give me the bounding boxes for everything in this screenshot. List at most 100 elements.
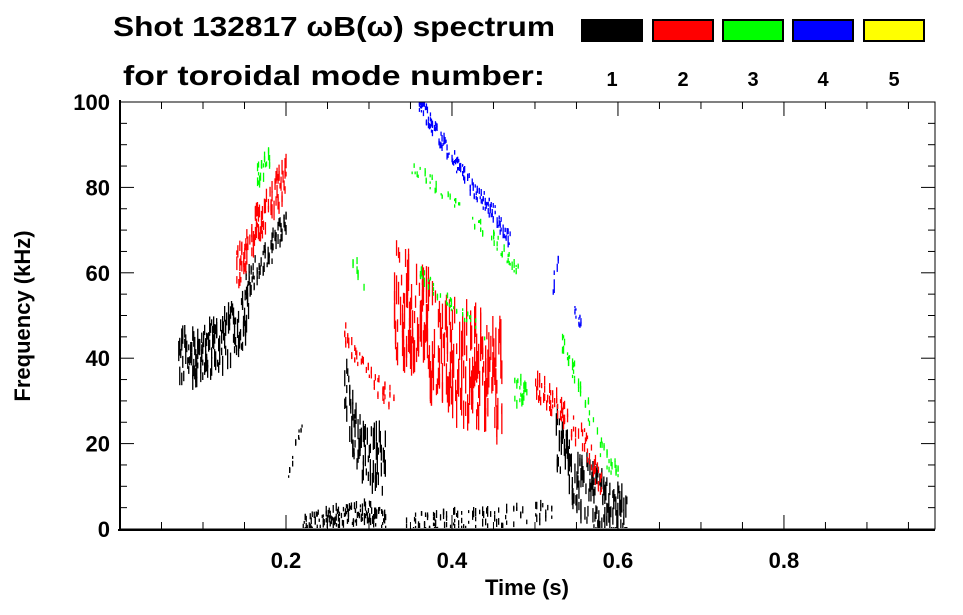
- spectral-mark: [245, 274, 247, 281]
- spectral-mark: [376, 514, 378, 519]
- spectral-mark: [355, 402, 357, 424]
- spectral-mark: [185, 342, 187, 350]
- spectral-mark: [444, 137, 446, 144]
- spectral-mark: [555, 413, 557, 436]
- spectral-mark: [562, 402, 565, 410]
- spectral-mark: [435, 384, 438, 396]
- spectral-mark: [335, 502, 337, 511]
- spectral-mark: [378, 507, 380, 513]
- spectral-mark: [364, 424, 366, 440]
- spectral-mark: [241, 260, 243, 272]
- spectral-mark: [467, 311, 469, 316]
- spectral-mark: [259, 265, 261, 275]
- spectral-mark: [232, 307, 235, 325]
- spectral-mark: [245, 238, 247, 251]
- spectral-mark: [412, 527, 415, 528]
- spectral-mark: [370, 366, 372, 374]
- spectral-mark: [214, 324, 216, 344]
- spectral-mark: [621, 500, 623, 513]
- spectral-mark: [316, 527, 318, 528]
- spectral-mark: [360, 358, 362, 365]
- spectral-mark: [220, 319, 222, 332]
- spectral-mark: [459, 163, 461, 166]
- spectral-mark: [579, 385, 582, 394]
- spectral-mark: [568, 474, 570, 495]
- spectral-mark: [408, 301, 411, 326]
- spectral-mark: [351, 353, 353, 359]
- spectral-mark: [439, 293, 442, 298]
- spectral-mark: [478, 220, 480, 223]
- spectral-mark: [457, 510, 459, 518]
- spectral-mark: [357, 419, 359, 440]
- spectral-mark: [484, 336, 486, 341]
- spectral-mark: [182, 325, 184, 344]
- spectral-mark: [573, 360, 576, 367]
- spectral-mark: [618, 485, 620, 494]
- spectral-mark: [267, 152, 270, 161]
- spectral-mark: [230, 301, 233, 313]
- spectral-mark: [465, 401, 467, 416]
- spectral-mark: [579, 454, 581, 467]
- spectral-mark: [256, 222, 259, 228]
- spectral-mark: [550, 390, 552, 396]
- spectral-mark: [370, 426, 372, 437]
- spectral-mark: [377, 447, 379, 455]
- spectral-mark: [198, 338, 200, 352]
- spectral-mark: [308, 522, 310, 528]
- spectral-mark: [487, 349, 489, 389]
- spectral-mark: [348, 503, 351, 511]
- spectral-mark: [539, 379, 541, 388]
- spectral-mark: [416, 171, 418, 178]
- spectral-mark: [565, 430, 567, 437]
- spectral-mark: [251, 227, 253, 243]
- spectral-mark: [480, 307, 482, 343]
- spectral-mark: [376, 458, 378, 475]
- spectral-mark: [349, 426, 351, 442]
- spectral-mark: [557, 403, 559, 409]
- spectral-mark: [449, 368, 452, 384]
- spectral-mark: [502, 228, 504, 235]
- spectral-mark: [450, 298, 453, 305]
- spectral-mark: [487, 506, 489, 512]
- spectral-mark: [337, 524, 340, 528]
- spectral-mark: [540, 503, 542, 512]
- spectral-mark: [209, 316, 211, 336]
- spectral-mark: [482, 511, 484, 517]
- spectral-mark: [594, 478, 597, 486]
- spectral-mark: [282, 170, 284, 183]
- spectral-mark: [367, 508, 370, 513]
- spectral-mark: [262, 172, 265, 182]
- spectral-mark: [448, 303, 451, 307]
- spectral-mark: [487, 398, 489, 417]
- spectral-mark: [454, 150, 456, 155]
- spectral-mark: [499, 221, 501, 228]
- spectral-mark: [413, 516, 416, 522]
- spectral-mark: [373, 380, 375, 389]
- spectral-mark: [480, 228, 482, 232]
- spectral-mark: [623, 497, 625, 511]
- spectral-mark: [279, 182, 281, 189]
- spectral-mark: [454, 506, 456, 515]
- spectral-mark: [593, 488, 595, 504]
- spectral-mark: [609, 482, 611, 496]
- spectral-mark: [568, 439, 570, 449]
- spectral-mark: [348, 337, 350, 345]
- spectral-mark: [253, 283, 255, 290]
- spectral-mark: [494, 511, 496, 514]
- x-tick-label: 0.2: [271, 548, 302, 573]
- spectral-mark: [599, 520, 601, 528]
- spectral-mark: [536, 386, 538, 396]
- spectral-mark: [465, 525, 467, 528]
- spectral-mark: [326, 519, 328, 524]
- spectral-mark: [414, 518, 417, 524]
- spectral-mark: [364, 504, 367, 511]
- spectral-mark: [374, 475, 376, 491]
- spectral-mark: [454, 518, 456, 523]
- spectral-mark: [267, 198, 270, 210]
- spectral-mark: [207, 364, 209, 378]
- spectral-mark: [356, 458, 358, 470]
- spectral-mark: [499, 315, 501, 344]
- spectral-mark: [492, 352, 494, 391]
- spectral-mark: [406, 283, 409, 309]
- spectral-mark: [489, 205, 491, 211]
